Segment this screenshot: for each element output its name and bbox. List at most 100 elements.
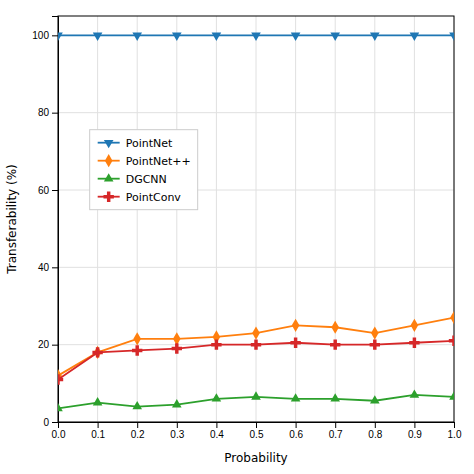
y-axis-line [52,17,59,423]
x-axis: 0.0 0.1 0.2 0.3 0.4 0.5 0.6 0.7 0.8 0.9 1.0 [52,422,462,440]
series-marker [132,33,142,41]
legend-marker [104,173,114,181]
series-marker [93,397,103,405]
series-marker [449,33,454,41]
x-tick-label: 0.7 [329,429,343,440]
x-tick: 0.0 [52,422,66,440]
grid-line-x [176,16,177,422]
series-marker [370,339,380,349]
data-layer [58,33,454,412]
x-tick-mark [177,422,178,428]
series-marker [371,326,379,339]
series-marker [330,393,340,401]
series-marker [449,336,454,346]
legend-marker [103,191,113,201]
y-tick: 60 [38,185,58,196]
x-tick: 0.1 [91,422,105,440]
legend: PointNetPointNet++DGCNNPointConv [90,130,198,210]
y-tick-mark [52,345,58,346]
x-tick-label: 0.9 [408,429,422,440]
x-tick-mark [335,422,336,428]
plot-frame [58,16,454,422]
series-marker [450,311,454,324]
y-tick-mark [52,267,58,268]
grid-line-x [137,16,138,422]
legend-label: PointNet++ [126,155,191,168]
series-marker [211,339,221,349]
legend-item: PointNet [98,137,173,150]
y-tick-label: 80 [38,107,50,118]
x-tick: 0.3 [170,422,184,440]
series-marker [251,339,261,349]
legend-item: PointConv [98,191,182,204]
series-marker [410,389,420,397]
y-tick-label: 60 [38,185,50,196]
x-tick: 0.8 [368,422,382,440]
series-marker [212,33,222,41]
series-marker [292,319,300,332]
y-tick: 40 [38,262,58,273]
x-tick-label: 0.6 [289,429,303,440]
y-tick-mark [52,190,58,191]
x-tick-mark [137,422,138,428]
grid-line-x [216,16,217,422]
x-tick-label: 0.0 [52,429,66,440]
x-tick: 0.4 [210,422,224,440]
x-tick-label: 0.1 [91,429,105,440]
plot-area: 0.00.10.20.30.40.50.60.70.80.91.00204060… [32,16,462,440]
series-marker [370,33,380,41]
x-axis-line [59,423,455,429]
x-tick-mark [454,422,455,428]
x-tick-label: 0.2 [131,429,145,440]
y-tick-label: 40 [38,262,50,273]
y-tick-label: 100 [32,30,49,41]
grid-line-y [58,112,454,113]
series-marker [172,33,182,41]
chart-container: 0.00.10.20.30.40.50.60.70.80.91.00204060… [0,0,474,474]
x-axis-title: Probability [224,451,287,465]
y-axis: 020406080100 [32,17,58,428]
x-tick: 0.2 [131,422,145,440]
series-marker [290,338,300,348]
legend-label: PointConv [126,191,182,204]
y-tick-mark [52,113,58,114]
y-tick-label: 0 [43,417,49,428]
x-tick-mark [296,422,297,428]
legend-item: PointNet++ [98,154,191,167]
series-marker [252,326,260,339]
grid-line-x [256,16,257,422]
legend-label: PointNet [126,137,173,150]
x-tick-mark [216,422,217,428]
grid [58,16,454,422]
x-tick-label: 0.8 [368,429,382,440]
grid-line-y [58,267,454,268]
grid-line-x [335,16,336,422]
grid-line-x [97,16,98,422]
series-marker [330,339,340,349]
series-marker [93,33,103,41]
x-tick-label: 0.5 [250,429,264,440]
x-tick-mark [98,422,99,428]
series-marker [58,374,63,384]
grid-line-x [295,16,296,422]
x-tick: 1.0 [448,422,462,440]
series-marker [92,347,102,357]
legend-marker [104,140,114,148]
series-marker [58,33,63,41]
x-tick-label: 0.4 [210,429,224,440]
series-marker [411,319,419,332]
legend-marker [105,154,113,167]
grid-line-x [414,16,415,422]
series-marker [172,343,182,353]
x-tick-label: 0.3 [170,429,184,440]
series-marker [409,338,419,348]
series-marker [410,33,420,41]
y-tick: 0 [43,417,58,428]
series-marker [251,391,261,399]
legend-box [90,130,198,210]
series-line [58,318,454,376]
y-axis-title: Transferability (%) [5,164,19,275]
x-tick: 0.7 [329,422,343,440]
y-tick-mark [52,35,58,36]
series-marker [132,401,142,409]
